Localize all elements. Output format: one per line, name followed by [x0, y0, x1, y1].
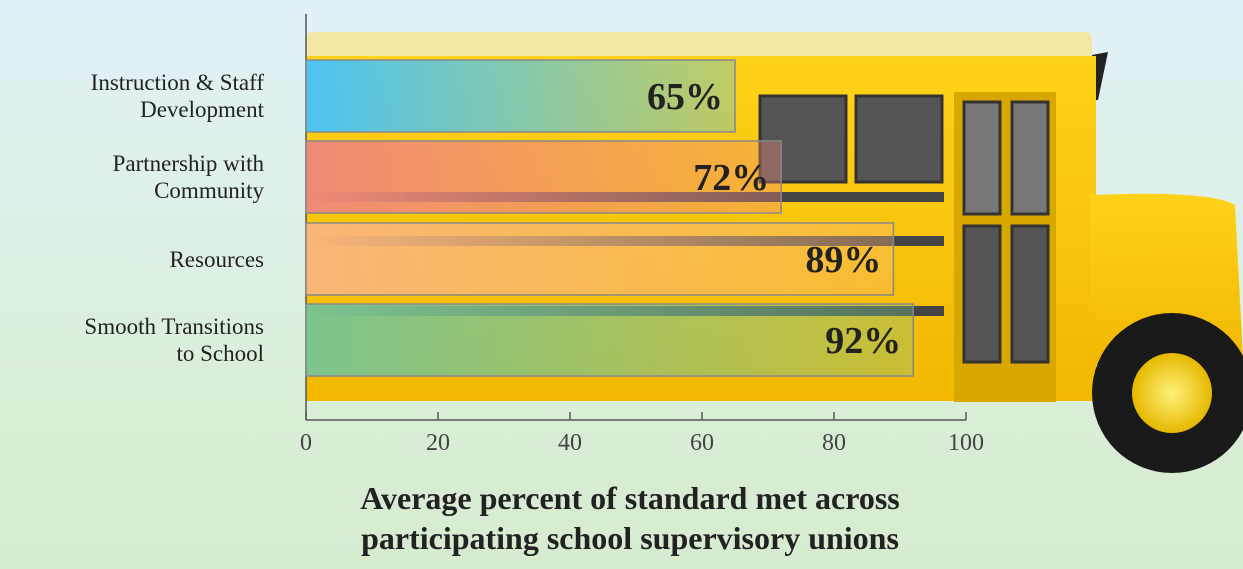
category-label: Smooth Transitions to School: [84, 314, 264, 366]
x-tick-label: 80: [822, 430, 846, 456]
x-tick-label: 20: [426, 430, 450, 456]
x-axis-title: Average percent of standard met across p…: [360, 480, 900, 556]
x-tick-label: 100: [948, 430, 984, 456]
bar: [305, 59, 736, 133]
value-label: 92%: [825, 320, 901, 362]
bar: [305, 303, 914, 377]
bar: [305, 140, 782, 214]
value-label: 89%: [805, 239, 881, 281]
value-label: 72%: [693, 157, 769, 199]
category-label: Instruction & Staff Development: [90, 70, 264, 122]
category-label: Partnership with Community: [112, 151, 264, 203]
x-tick-label: 0: [300, 430, 312, 456]
x-tick-label: 40: [558, 430, 582, 456]
category-label: Resources: [169, 246, 264, 272]
value-label: 65%: [647, 76, 723, 118]
bar: [305, 222, 895, 296]
x-tick-label: 60: [690, 430, 714, 456]
